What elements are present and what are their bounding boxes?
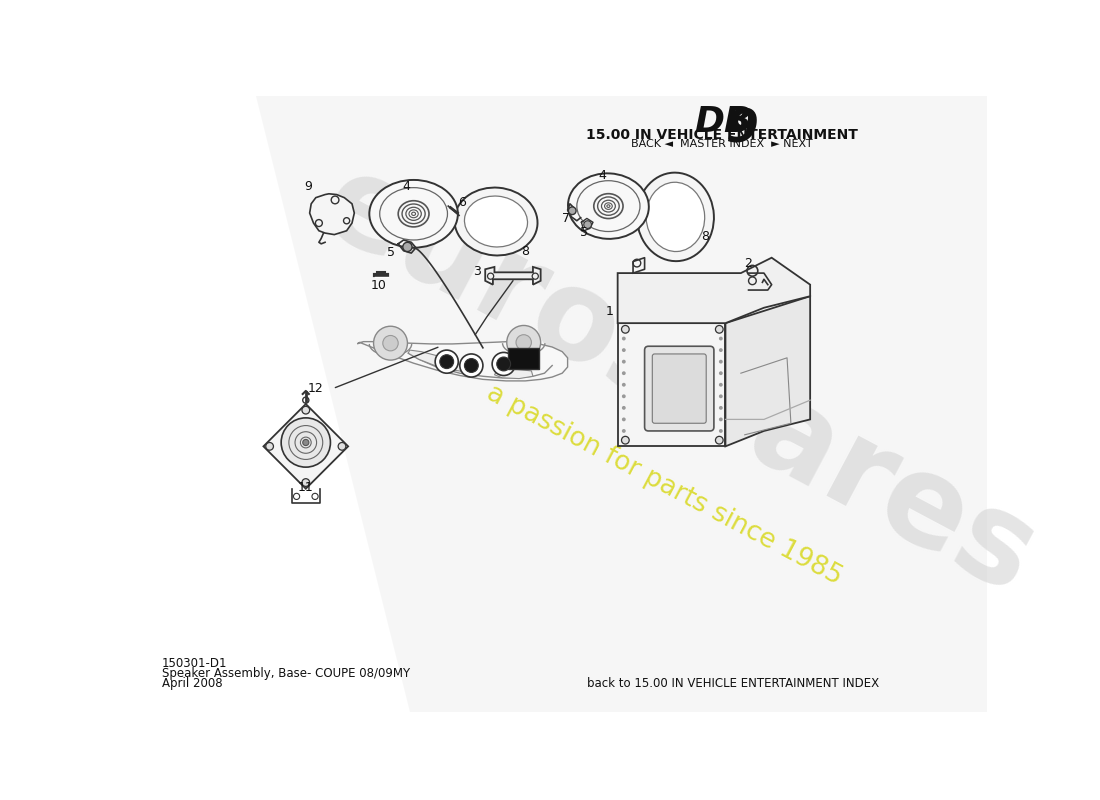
Circle shape [440, 354, 453, 369]
Circle shape [719, 371, 723, 375]
Ellipse shape [454, 187, 538, 255]
Circle shape [621, 360, 626, 363]
Text: 11: 11 [298, 481, 314, 494]
Circle shape [464, 358, 478, 373]
Polygon shape [264, 404, 348, 489]
Circle shape [507, 326, 541, 359]
Text: a passion for parts since 1985: a passion for parts since 1985 [482, 380, 846, 590]
Circle shape [383, 335, 398, 351]
Circle shape [621, 371, 626, 375]
Circle shape [497, 357, 510, 371]
Text: 9: 9 [726, 107, 758, 153]
Circle shape [302, 439, 309, 446]
Polygon shape [726, 296, 810, 446]
Text: Speaker Assembly, Base- COUPE 08/09MY: Speaker Assembly, Base- COUPE 08/09MY [162, 666, 410, 680]
Circle shape [719, 406, 723, 410]
Text: BACK ◄  MASTER INDEX  ► NEXT: BACK ◄ MASTER INDEX ► NEXT [630, 139, 813, 149]
Circle shape [621, 348, 626, 352]
Circle shape [719, 394, 723, 398]
Text: 6: 6 [459, 196, 466, 209]
Circle shape [516, 334, 531, 350]
Circle shape [492, 353, 515, 375]
Circle shape [621, 436, 629, 444]
Text: 2: 2 [745, 258, 752, 270]
Circle shape [266, 442, 274, 450]
Circle shape [569, 207, 576, 214]
Polygon shape [408, 350, 464, 372]
Text: 1: 1 [606, 305, 614, 318]
Text: 4: 4 [402, 180, 410, 194]
Circle shape [621, 406, 626, 410]
Text: back to 15.00 IN VEHICLE ENTERTAINMENT INDEX: back to 15.00 IN VEHICLE ENTERTAINMENT I… [587, 677, 879, 690]
Text: 7: 7 [562, 212, 570, 225]
Circle shape [436, 350, 459, 373]
Circle shape [621, 326, 629, 333]
Text: 150301-D1: 150301-D1 [162, 657, 228, 670]
Circle shape [460, 354, 483, 377]
Polygon shape [495, 370, 534, 378]
Polygon shape [358, 342, 568, 381]
Circle shape [301, 478, 310, 486]
Ellipse shape [370, 180, 458, 248]
Circle shape [403, 242, 412, 251]
Circle shape [621, 337, 626, 341]
Polygon shape [485, 267, 541, 285]
Circle shape [301, 406, 310, 414]
Circle shape [719, 348, 723, 352]
Text: DB: DB [695, 106, 752, 139]
Circle shape [338, 442, 345, 450]
Ellipse shape [637, 173, 714, 261]
Ellipse shape [568, 174, 649, 239]
Text: 5: 5 [580, 226, 587, 238]
Text: 15.00 IN VEHICLE ENTERTAINMENT: 15.00 IN VEHICLE ENTERTAINMENT [585, 128, 858, 142]
Text: 5: 5 [387, 246, 395, 259]
Text: 8: 8 [521, 245, 529, 258]
Ellipse shape [464, 196, 528, 247]
Text: eurospares: eurospares [302, 142, 1056, 620]
Polygon shape [618, 258, 810, 323]
Ellipse shape [646, 182, 705, 251]
FancyBboxPatch shape [508, 348, 539, 370]
Text: 4: 4 [598, 169, 606, 182]
Text: 12: 12 [308, 382, 323, 395]
Text: April 2008: April 2008 [162, 677, 222, 690]
Circle shape [715, 326, 723, 333]
Circle shape [719, 337, 723, 341]
Circle shape [621, 394, 626, 398]
Text: 3: 3 [473, 265, 481, 278]
FancyBboxPatch shape [645, 346, 714, 431]
Text: 10: 10 [371, 279, 387, 292]
Circle shape [719, 383, 723, 386]
Circle shape [715, 436, 723, 444]
Text: 8: 8 [701, 230, 708, 243]
Circle shape [374, 326, 407, 360]
Circle shape [621, 418, 626, 422]
Circle shape [719, 418, 723, 422]
Polygon shape [255, 96, 988, 712]
Polygon shape [310, 194, 354, 234]
Circle shape [584, 221, 592, 229]
Circle shape [719, 360, 723, 363]
Text: 9: 9 [305, 180, 312, 194]
Circle shape [282, 418, 330, 467]
Circle shape [719, 429, 723, 433]
Polygon shape [618, 323, 726, 446]
FancyBboxPatch shape [652, 354, 706, 423]
Circle shape [621, 429, 626, 433]
Circle shape [621, 383, 626, 386]
